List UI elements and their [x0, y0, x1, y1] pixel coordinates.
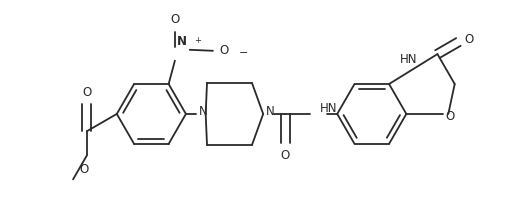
- Text: N: N: [266, 105, 275, 118]
- Text: O: O: [445, 110, 454, 123]
- Text: HN: HN: [400, 53, 417, 66]
- Text: N: N: [177, 35, 187, 48]
- Text: −: −: [238, 48, 248, 58]
- Text: +: +: [194, 36, 200, 45]
- Text: O: O: [80, 163, 89, 176]
- Text: O: O: [170, 13, 180, 26]
- Text: N: N: [199, 105, 208, 118]
- Text: HN: HN: [319, 102, 337, 115]
- Text: O: O: [465, 33, 474, 46]
- Text: O: O: [82, 86, 92, 99]
- Text: O: O: [219, 44, 228, 57]
- Text: O: O: [281, 149, 290, 162]
